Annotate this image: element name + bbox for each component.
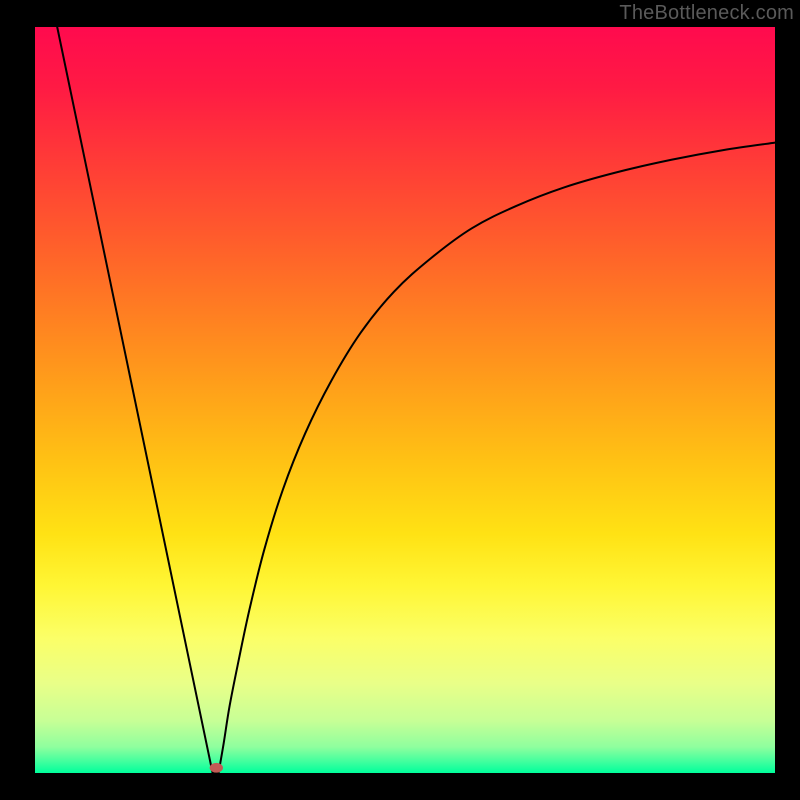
bottleneck-chart bbox=[0, 0, 800, 800]
optimum-marker bbox=[210, 763, 223, 773]
plot-background bbox=[35, 27, 775, 773]
watermark-text: TheBottleneck.com bbox=[619, 2, 794, 25]
chart-container: TheBottleneck.com bbox=[0, 0, 800, 800]
